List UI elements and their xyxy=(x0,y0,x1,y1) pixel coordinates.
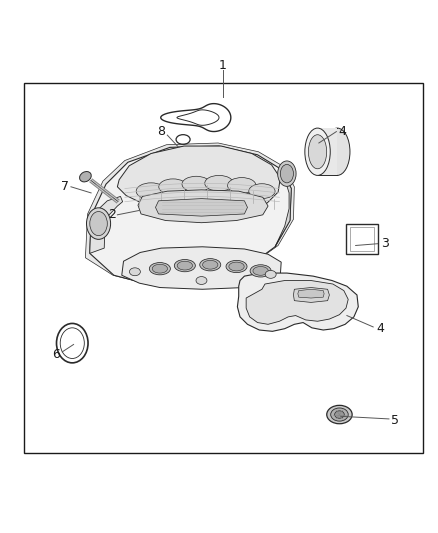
Bar xyxy=(346,223,378,254)
Ellipse shape xyxy=(253,266,268,275)
Polygon shape xyxy=(275,169,291,247)
Ellipse shape xyxy=(152,264,167,273)
Ellipse shape xyxy=(249,184,275,199)
Polygon shape xyxy=(237,273,358,332)
Polygon shape xyxy=(90,146,291,285)
Ellipse shape xyxy=(308,135,327,169)
Text: 4: 4 xyxy=(376,322,384,335)
Polygon shape xyxy=(246,280,348,324)
Polygon shape xyxy=(117,146,280,214)
Text: 1: 1 xyxy=(219,59,226,72)
Text: 8: 8 xyxy=(157,125,165,138)
Polygon shape xyxy=(155,199,247,216)
Ellipse shape xyxy=(250,265,271,277)
Polygon shape xyxy=(318,128,337,175)
Ellipse shape xyxy=(177,261,192,270)
Ellipse shape xyxy=(200,259,221,271)
Polygon shape xyxy=(90,197,123,253)
Polygon shape xyxy=(293,287,329,302)
Ellipse shape xyxy=(182,176,211,192)
Ellipse shape xyxy=(280,165,293,183)
Ellipse shape xyxy=(325,128,350,175)
Ellipse shape xyxy=(265,270,276,278)
Ellipse shape xyxy=(205,175,233,191)
Ellipse shape xyxy=(196,277,207,285)
Ellipse shape xyxy=(174,260,195,272)
Ellipse shape xyxy=(331,408,348,421)
Polygon shape xyxy=(138,190,268,223)
Polygon shape xyxy=(85,143,294,285)
Ellipse shape xyxy=(90,212,107,236)
Ellipse shape xyxy=(130,268,140,276)
Bar xyxy=(24,84,423,453)
Ellipse shape xyxy=(278,161,296,187)
Ellipse shape xyxy=(136,183,166,199)
Text: 7: 7 xyxy=(61,180,69,193)
Ellipse shape xyxy=(229,262,244,271)
Ellipse shape xyxy=(86,208,110,239)
Ellipse shape xyxy=(305,128,330,175)
Text: 5: 5 xyxy=(391,414,399,427)
Text: 6: 6 xyxy=(52,349,60,361)
Ellipse shape xyxy=(149,263,170,275)
Ellipse shape xyxy=(228,177,256,193)
Polygon shape xyxy=(177,110,219,125)
Ellipse shape xyxy=(226,260,247,273)
Ellipse shape xyxy=(80,172,91,182)
Text: 4: 4 xyxy=(339,125,346,138)
Ellipse shape xyxy=(202,260,218,269)
Polygon shape xyxy=(298,289,324,298)
Ellipse shape xyxy=(327,405,352,424)
Text: 3: 3 xyxy=(381,237,389,250)
Text: 2: 2 xyxy=(108,208,116,221)
Polygon shape xyxy=(122,247,281,289)
Ellipse shape xyxy=(335,411,344,418)
Bar xyxy=(350,227,374,251)
Ellipse shape xyxy=(159,179,187,195)
